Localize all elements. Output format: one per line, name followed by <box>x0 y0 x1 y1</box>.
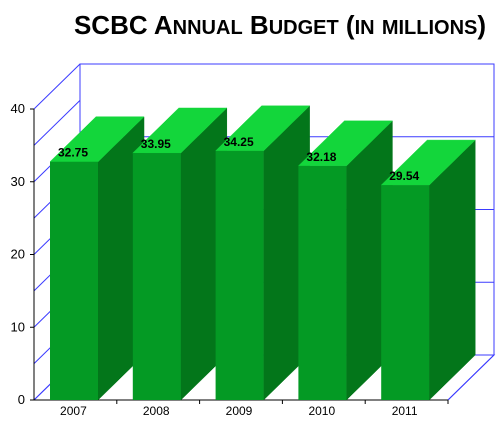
chart-bars <box>49 105 476 401</box>
y-tick-label: 0 <box>18 392 25 407</box>
x-tick-label: 2009 <box>226 404 253 418</box>
data-label: 29.54 <box>389 169 419 183</box>
bar-2009 <box>214 105 311 401</box>
y-tick-label: 20 <box>11 247 25 262</box>
x-tick-label: 2007 <box>60 404 87 418</box>
x-tick-label: 2010 <box>308 404 335 418</box>
data-label: 33.95 <box>141 137 171 151</box>
floor-edge <box>447 354 495 401</box>
bar-front-face <box>298 165 347 400</box>
data-label: 32.18 <box>306 150 336 164</box>
bar-front-face <box>215 150 264 400</box>
x-tick-label: 2008 <box>143 404 170 418</box>
data-label: 34.25 <box>224 135 254 149</box>
data-label: 32.75 <box>58 146 88 160</box>
bar-front-face <box>132 153 181 400</box>
y-tick-label: 40 <box>11 101 25 116</box>
bar-2007 <box>49 116 145 401</box>
chart-title: SCBC ANNUAL BUDGET (IN MILLIONS) <box>74 10 486 40</box>
side-gridline-minor <box>33 100 81 146</box>
y-tick-label: 10 <box>11 319 25 334</box>
bar-front-face <box>50 161 98 400</box>
bar-2008 <box>132 107 228 401</box>
x-tick-label: 2011 <box>392 404 418 418</box>
bar-2010 <box>297 120 394 401</box>
y-tick-label: 30 <box>11 174 25 189</box>
bar-2011 <box>380 139 476 401</box>
bar-side-face <box>428 139 476 401</box>
side-gridline <box>33 63 81 110</box>
bar-front-face <box>381 185 430 400</box>
chart-labels: 32.75 2007 33.95 2008 34.25 2009 32.18 2010 29.5… <box>58 135 420 418</box>
